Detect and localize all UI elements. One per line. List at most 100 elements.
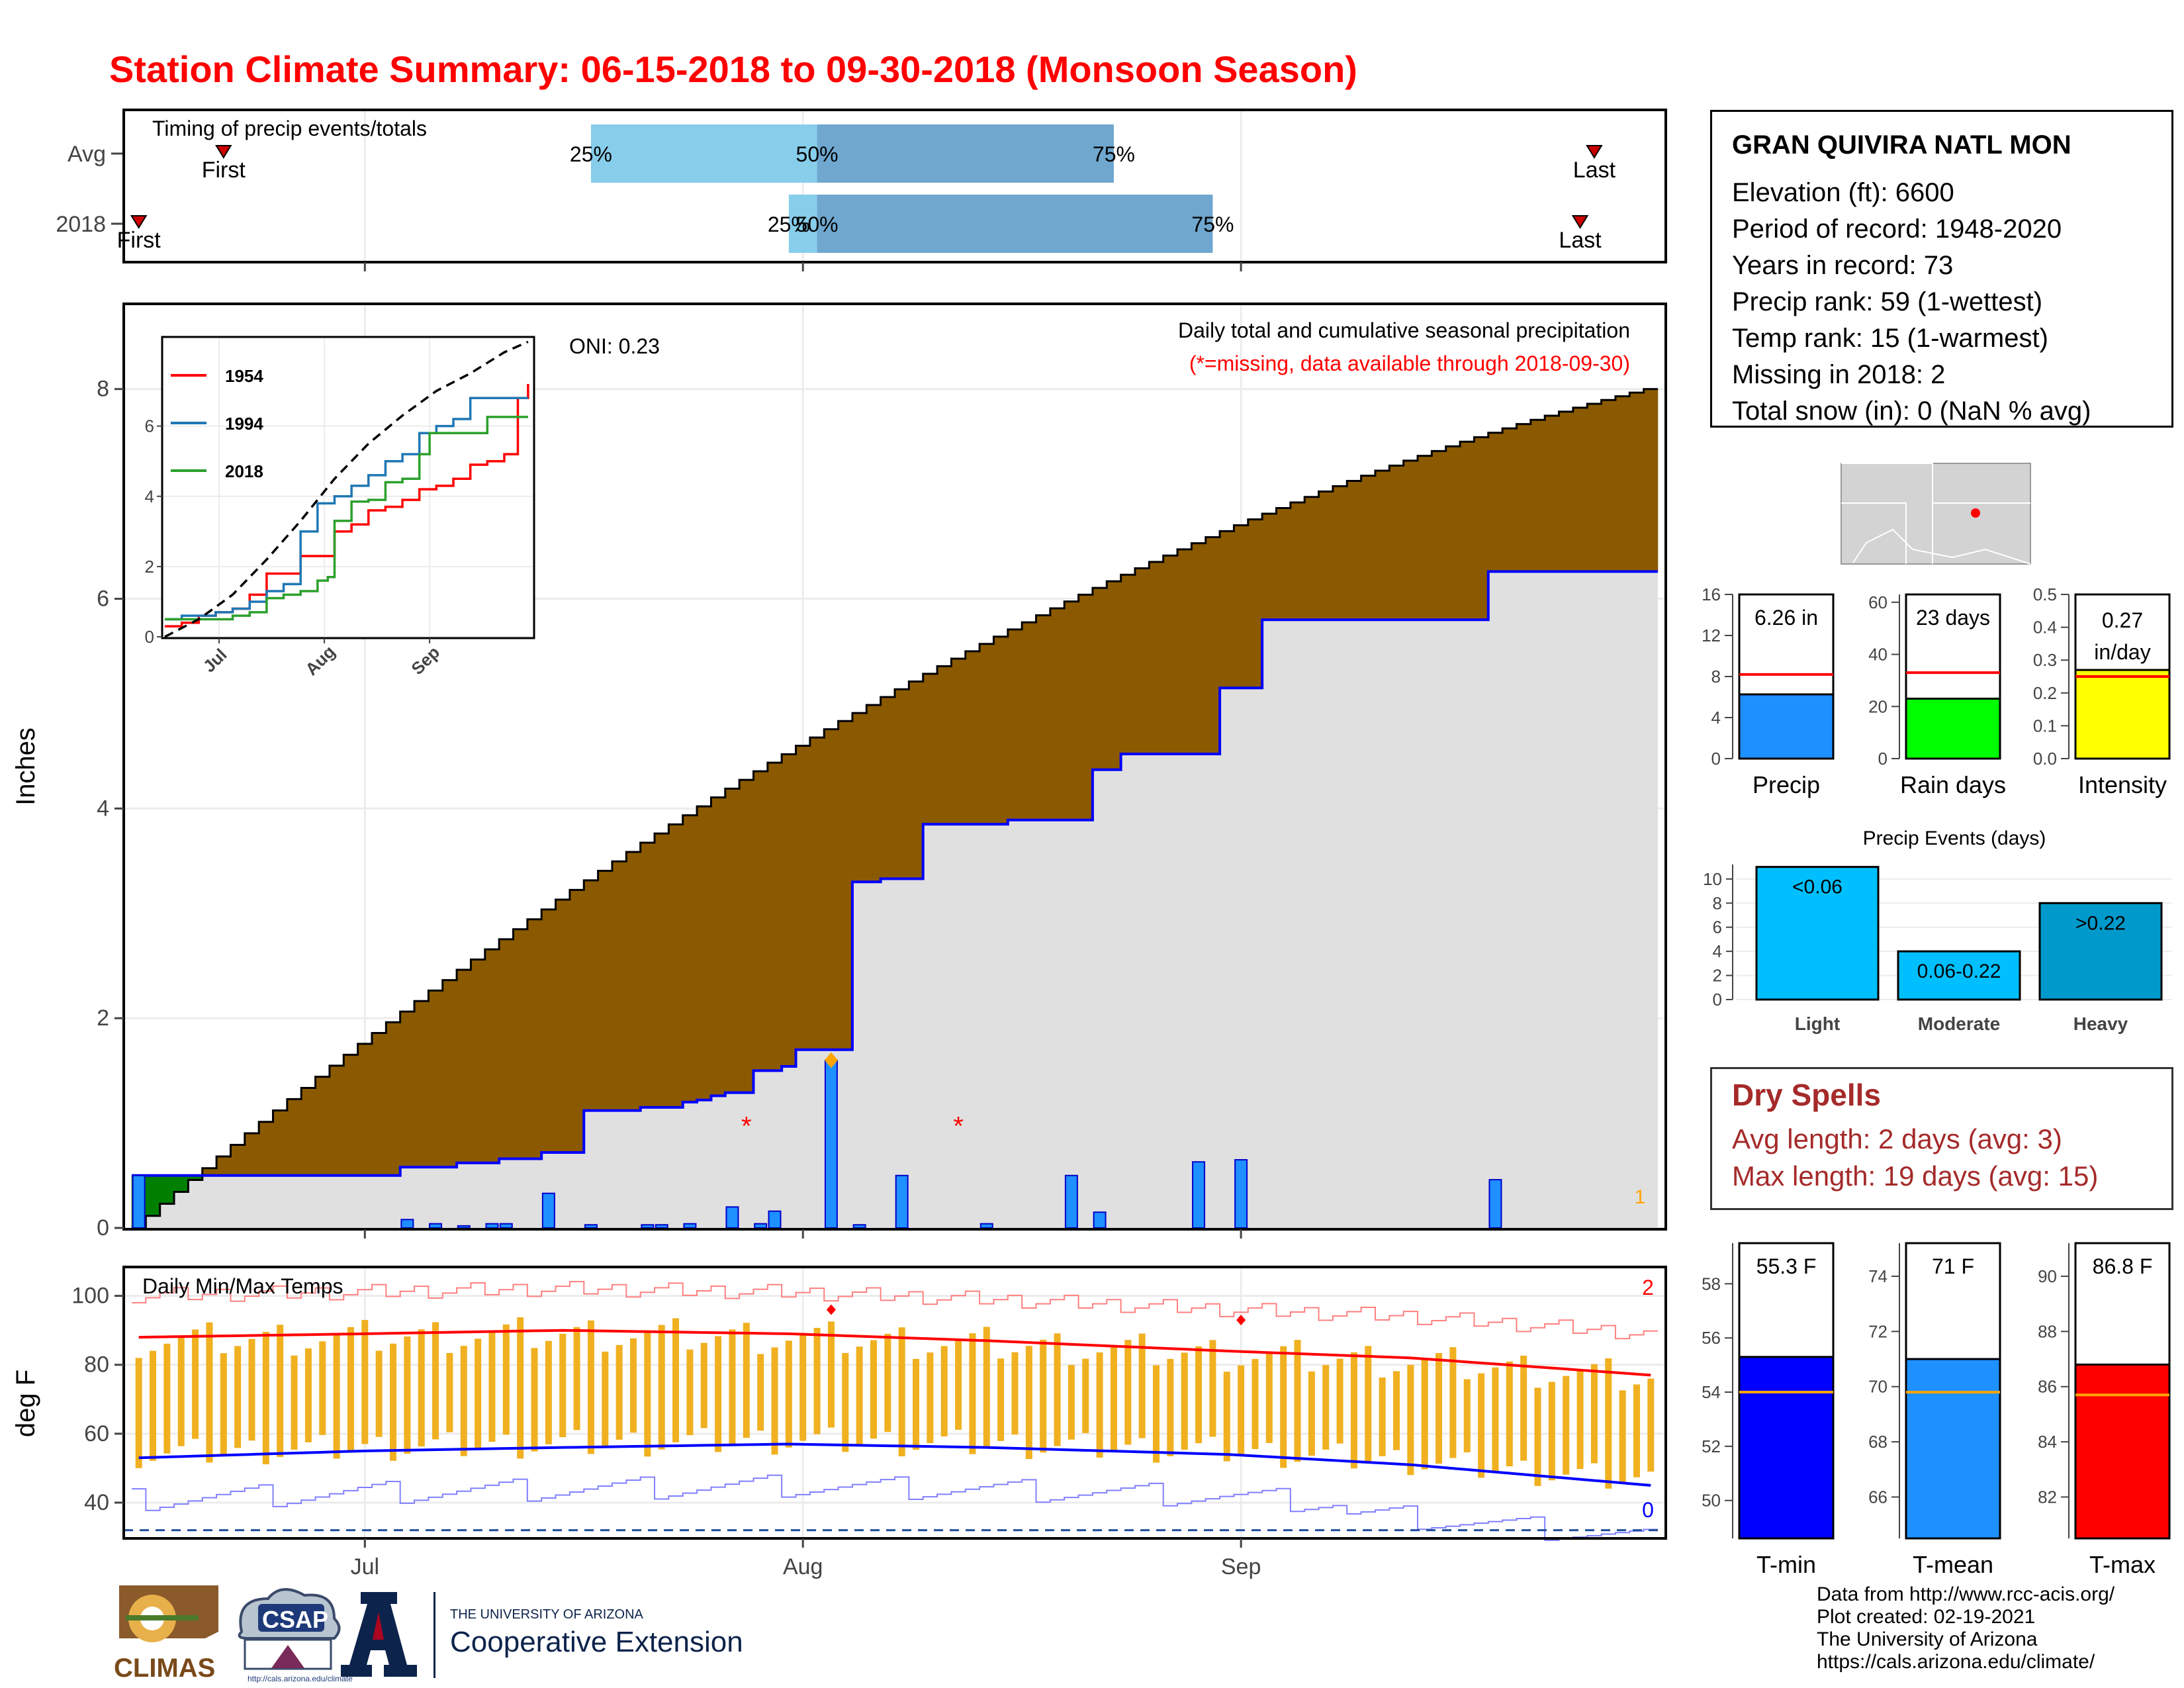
- daily-temp-bar: [517, 1317, 524, 1459]
- events-bin-label: 0.06-0.22: [1917, 961, 2001, 982]
- daily-precip-bar: [683, 1223, 697, 1229]
- inset-series-line-1994: [165, 397, 528, 621]
- daily-temp-bar: [248, 1338, 255, 1441]
- station-period: Period of record: 1948-2020: [1732, 214, 2062, 244]
- summary-y-tick-label-intensity: 0.2: [2033, 683, 2057, 703]
- summary-value-label-tmean: 71 F: [1932, 1254, 1974, 1278]
- summary-category-label-precip_total: Precip: [1752, 771, 1820, 798]
- events-y-tick-label: 0: [1713, 990, 1722, 1009]
- summary-category-label-tmax: T-max: [2089, 1551, 2156, 1578]
- station-name: GRAN QUIVIRA NATL MON: [1732, 130, 2071, 160]
- summary-bar-precip_total: [1738, 693, 1835, 760]
- daily-temp-bar: [1548, 1382, 1555, 1481]
- credit-url: https://cals.arizona.edu/climate/: [1817, 1651, 2095, 1673]
- summary-value-label-precip_total: 6.26 in: [1754, 606, 1818, 630]
- timing-row-label: Avg: [68, 142, 106, 167]
- daily-temp-bar: [361, 1320, 369, 1444]
- daily-precip-bar: [485, 1223, 499, 1229]
- daily-temp-bar: [743, 1323, 750, 1438]
- summary-y-tick-label-intensity: 0.3: [2033, 650, 2057, 670]
- daily-temp-bar: [1209, 1340, 1216, 1437]
- csap-logo-url: http://cals.arizona.edu/climate: [248, 1674, 353, 1683]
- daily-temp-bar: [234, 1346, 242, 1448]
- daily-precip-bar: [584, 1224, 598, 1229]
- daily-temp-bar: [192, 1329, 199, 1439]
- daily-temp-bar: [1068, 1365, 1075, 1440]
- daily-temp-bar: [390, 1343, 397, 1461]
- csap-logo: CSAP http://cals.arizona.edu/climate: [238, 1588, 353, 1683]
- inset-frame: [161, 336, 535, 639]
- summary-bar-tmean: [1905, 1358, 2001, 1540]
- daily-temp-bar: [262, 1331, 269, 1465]
- daily-precip-bar: [132, 1174, 146, 1229]
- timing-last-label: Last: [1559, 228, 1602, 253]
- daily-temp-bar: [418, 1329, 425, 1447]
- daily-temp-bar: [220, 1353, 227, 1456]
- daily-temp-bar: [1605, 1358, 1612, 1489]
- temp-y-tick-label: 60: [84, 1421, 109, 1446]
- daily-precip-bar: [895, 1174, 909, 1229]
- daily-temp-bar: [842, 1352, 849, 1452]
- daily-temp-bar: [446, 1352, 453, 1432]
- daily-temp-bar: [460, 1346, 467, 1456]
- summary-category-label-intensity: Intensity: [2078, 771, 2167, 798]
- daily-temp-bar: [602, 1351, 609, 1447]
- summary-y-tick-label-rain_days: 0: [1878, 749, 1888, 769]
- daily-temp-bar: [1138, 1333, 1146, 1438]
- daily-precip-bar: [754, 1223, 768, 1229]
- events-category-label: Heavy: [2073, 1013, 2128, 1034]
- daily-temp-bar: [1308, 1371, 1315, 1456]
- daily-temp-bar: [700, 1342, 707, 1429]
- timing-quartile-label: 50%: [796, 142, 839, 166]
- daily-temp-bar: [1435, 1352, 1443, 1464]
- timing-quartile-label: 25%: [570, 142, 612, 166]
- daily-temp-bar: [771, 1347, 778, 1455]
- oni-label: ONI: 0.23: [569, 334, 660, 358]
- daily-temp-bar: [206, 1322, 213, 1463]
- cumulative-2018-line: [132, 570, 1658, 1177]
- precip-corner-label: 1: [1635, 1186, 1646, 1208]
- station-precip-rank: Precip rank: 59 (1-wettest): [1732, 287, 2043, 316]
- daily-temp-bar: [559, 1333, 567, 1438]
- summary-y-tick-label-tmean: 70: [1868, 1377, 1888, 1397]
- daily-temp-bar: [1619, 1390, 1626, 1483]
- dry-spells-title: Dry Spells: [1732, 1078, 1881, 1112]
- daily-temp-bar: [955, 1339, 962, 1430]
- timing-title: Timing of precip events/totals: [152, 117, 427, 140]
- daily-temp-bar: [1265, 1352, 1273, 1443]
- logo-strip: CLIMAS CSAP http://cals.arizona.edu/clim…: [114, 1585, 743, 1683]
- daily-temp-bar: [1322, 1365, 1330, 1450]
- precip-y-tick-label: 2: [97, 1006, 109, 1031]
- summary-y-tick-label-tmin: 52: [1702, 1436, 1721, 1456]
- ua-small-text: THE UNIVERSITY OF ARIZONA: [450, 1607, 644, 1622]
- locator-map-borders: [1841, 463, 2030, 564]
- page-title: Station Climate Summary: 06-15-2018 to 0…: [109, 48, 1357, 90]
- daily-temp-bar: [1563, 1376, 1570, 1475]
- daily-temp-bar: [658, 1325, 665, 1450]
- credit-created: Plot created: 02-19-2021: [1817, 1606, 2036, 1628]
- daily-temp-bar: [1365, 1346, 1372, 1463]
- inset-background: [162, 337, 534, 638]
- daily-temp-bar: [319, 1341, 326, 1435]
- daily-temp-bar: [587, 1320, 594, 1454]
- daily-temp-bar: [1350, 1352, 1357, 1469]
- daily-temp-bar: [347, 1327, 354, 1452]
- daily-temp-bar: [1576, 1370, 1584, 1470]
- summary-category-label-tmean: T-mean: [1913, 1551, 1993, 1578]
- timing-first-marker: [130, 215, 148, 229]
- record-temp-marker: [1236, 1315, 1246, 1326]
- temp-y-tick-label: 100: [71, 1284, 109, 1309]
- daily-precip-bar: [1192, 1161, 1206, 1229]
- timing-q25-q50-bar: [788, 195, 817, 253]
- avg-tmax-line: [138, 1329, 1651, 1377]
- daily-temp-bar: [870, 1340, 877, 1439]
- daily-temp-bar: [1280, 1346, 1287, 1468]
- inset-legend-label: 2018: [225, 461, 263, 481]
- summary-y-tick-label-tmean: 72: [1868, 1321, 1888, 1341]
- timing-quartile-label: 75%: [1093, 142, 1135, 166]
- events-bar-light: [1755, 866, 1880, 1001]
- timing-frame: [122, 109, 1667, 263]
- daily-temp-bar: [1506, 1361, 1513, 1467]
- daily-temp-bar: [1492, 1367, 1499, 1472]
- temp-corner-bottom: 0: [1642, 1498, 1654, 1522]
